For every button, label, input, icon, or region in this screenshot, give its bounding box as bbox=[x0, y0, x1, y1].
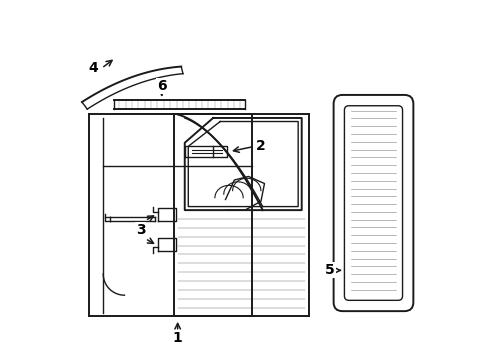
Text: 6: 6 bbox=[157, 79, 167, 93]
Text: 3: 3 bbox=[136, 222, 145, 237]
Text: 5: 5 bbox=[325, 264, 335, 278]
Text: 2: 2 bbox=[256, 139, 266, 153]
FancyBboxPatch shape bbox=[334, 95, 414, 311]
Text: 1: 1 bbox=[173, 331, 183, 345]
Text: 4: 4 bbox=[89, 61, 98, 75]
